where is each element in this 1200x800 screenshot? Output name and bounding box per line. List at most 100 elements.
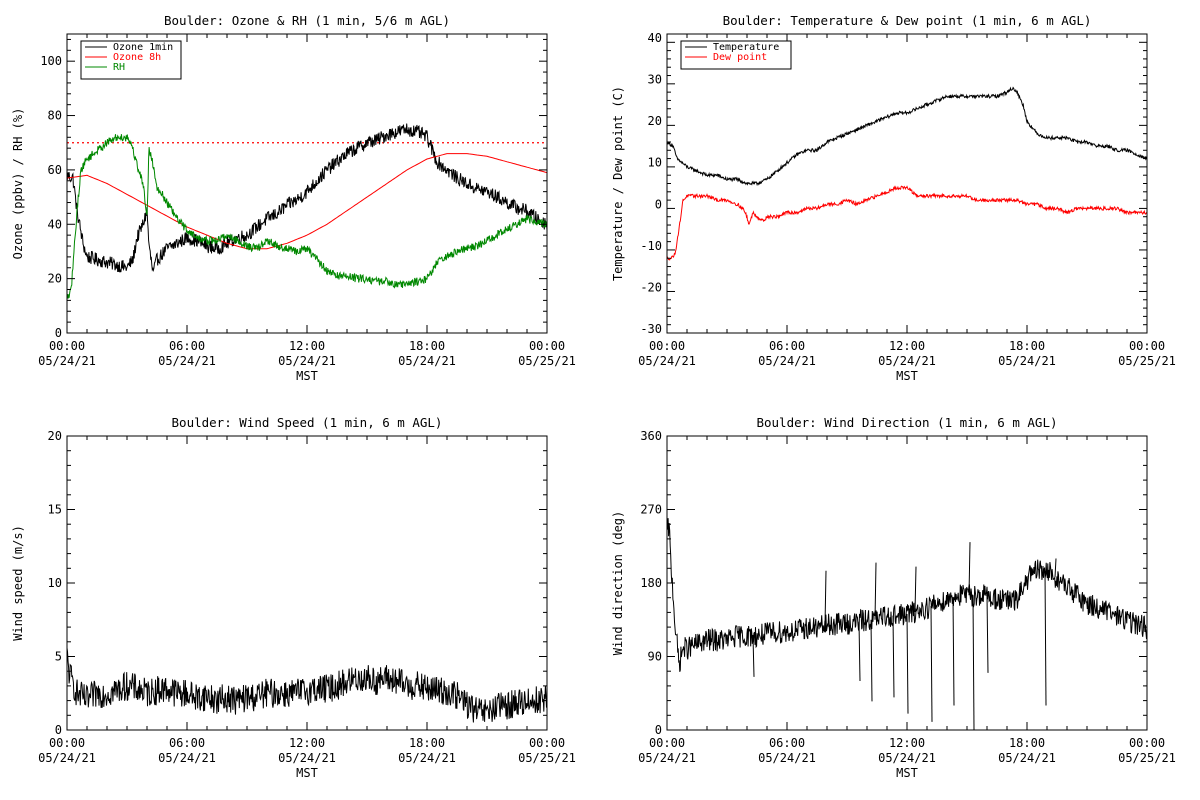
- y-tick-label: 40: [48, 217, 62, 231]
- x-tick-label-date: 05/25/21: [1118, 354, 1176, 368]
- x-tick-label-time: 06:00: [769, 736, 805, 750]
- y-tick-label: -30: [640, 322, 662, 336]
- x-tick-label-date: 05/24/21: [398, 751, 456, 765]
- data-spike: [892, 615, 895, 698]
- y-tick-label: 10: [48, 576, 62, 590]
- x-tick-label-time: 00:00: [529, 339, 565, 353]
- x-tick-label-time: 18:00: [409, 736, 445, 750]
- x-tick-label-date: 05/24/21: [398, 354, 456, 368]
- x-tick-label-time: 00:00: [49, 736, 85, 750]
- x-tick-label-date: 05/24/21: [158, 751, 216, 765]
- x-tick-label-time: 06:00: [769, 339, 805, 353]
- data-spike: [906, 614, 909, 714]
- data-spike: [1054, 558, 1057, 578]
- x-tick-label-date: 05/24/21: [278, 751, 336, 765]
- x-tick-label-time: 00:00: [649, 339, 685, 353]
- legend-box: [680, 40, 792, 70]
- x-tick-label-date: 05/24/21: [758, 751, 816, 765]
- chart-panel-4: Boulder: Wind Direction (1 min, 6 m AGL)…: [611, 415, 1176, 780]
- x-tick-label-date: 05/24/21: [638, 354, 696, 368]
- y-tick-label: 30: [648, 73, 662, 87]
- x-tick-label-time: 00:00: [529, 736, 565, 750]
- y-tick-label: 20: [48, 272, 62, 286]
- x-tick-label-time: 06:00: [169, 736, 205, 750]
- x-tick-label-date: 05/25/21: [518, 751, 576, 765]
- x-tick-label-date: 05/25/21: [518, 354, 576, 368]
- x-axis-title: MST: [296, 369, 318, 383]
- series-line-dew-point: [667, 185, 1147, 261]
- y-tick-label: 0: [655, 723, 662, 737]
- x-tick-label-time: 12:00: [289, 339, 325, 353]
- legend-label-ozone-8h: Ozone 8h: [113, 52, 161, 63]
- chart-title: Boulder: Wind Direction (1 min, 6 m AGL): [756, 415, 1057, 430]
- y-tick-label: 20: [648, 114, 662, 128]
- x-tick-label-date: 05/24/21: [278, 354, 336, 368]
- x-axis-title: MST: [296, 766, 318, 780]
- plot-frame: [666, 435, 1148, 731]
- y-tick-label: 180: [640, 576, 662, 590]
- legend-label-rh: RH: [113, 62, 125, 73]
- data-spike: [930, 605, 933, 722]
- y-axis-title: Ozone (ppbv) / RH (%): [11, 108, 25, 260]
- y-tick-label: 0: [55, 326, 62, 340]
- x-tick-label-date: 05/24/21: [878, 354, 936, 368]
- data-spike: [874, 562, 877, 620]
- y-tick-label: 40: [648, 31, 662, 45]
- y-tick-label: 0: [655, 197, 662, 211]
- y-tick-label: -20: [640, 280, 662, 294]
- x-tick-label-time: 18:00: [1009, 736, 1045, 750]
- y-tick-label: 20: [48, 429, 62, 443]
- x-tick-label-time: 12:00: [289, 736, 325, 750]
- data-spike: [952, 596, 955, 706]
- x-tick-label-time: 00:00: [1129, 339, 1165, 353]
- y-tick-label: 0: [55, 723, 62, 737]
- y-axis-title: Wind direction (deg): [611, 511, 625, 656]
- y-tick-label: 60: [48, 163, 62, 177]
- x-tick-label-date: 05/24/21: [998, 751, 1056, 765]
- y-tick-label: 360: [640, 429, 662, 443]
- data-spike: [1018, 582, 1021, 597]
- plot-frame: [666, 33, 1148, 334]
- x-tick-label-time: 18:00: [409, 339, 445, 353]
- data-spike: [752, 636, 755, 677]
- data-spike: [986, 595, 989, 673]
- x-axis-title: MST: [896, 766, 918, 780]
- chart-panel-1: Boulder: Ozone & RH (1 min, 5/6 m AGL)00…: [11, 13, 576, 383]
- x-tick-label-date: 05/24/21: [158, 354, 216, 368]
- y-axis-title: Wind speed (m/s): [11, 525, 25, 641]
- x-tick-label-time: 00:00: [49, 339, 85, 353]
- series-line-wind: [67, 647, 547, 723]
- chart-title: Boulder: Ozone & RH (1 min, 5/6 m AGL): [164, 13, 450, 28]
- legend-label-dew-point: Dew point: [713, 52, 767, 63]
- y-tick-label: 90: [648, 650, 662, 664]
- x-tick-label-time: 12:00: [889, 736, 925, 750]
- chart-panel-3: Boulder: Wind Speed (1 min, 6 m AGL) 00:0…: [11, 415, 576, 780]
- y-tick-label: 270: [640, 503, 662, 517]
- data-spike: [972, 595, 975, 731]
- x-axis-title: MST: [896, 369, 918, 383]
- data-spike: [968, 542, 971, 596]
- x-tick-label-date: 05/24/21: [38, 354, 96, 368]
- y-tick-label: 80: [48, 109, 62, 123]
- series-line-wind: [667, 518, 1147, 672]
- data-spike: [914, 566, 917, 613]
- y-tick-label: 5: [55, 650, 62, 664]
- data-spike: [870, 619, 873, 702]
- x-tick-label-date: 05/24/21: [998, 354, 1056, 368]
- chart-title: Boulder: Wind Speed (1 min, 6 m AGL): [172, 415, 443, 430]
- data-spike: [1044, 570, 1047, 706]
- x-tick-label-date: 05/24/21: [878, 751, 936, 765]
- data-spike: [824, 570, 827, 626]
- series-line-rh: [67, 134, 547, 299]
- legend-label-ozone-1min: Ozone 1min: [113, 42, 173, 53]
- x-tick-label-time: 18:00: [1009, 339, 1045, 353]
- x-tick-label-time: 12:00: [889, 339, 925, 353]
- x-tick-label-date: 05/24/21: [38, 751, 96, 765]
- series-line-temperature: [667, 86, 1147, 187]
- legend-label-temperature: Temperature: [713, 42, 779, 53]
- y-tick-label: -10: [640, 239, 662, 253]
- x-tick-label-time: 06:00: [169, 339, 205, 353]
- x-tick-label-time: 00:00: [649, 736, 685, 750]
